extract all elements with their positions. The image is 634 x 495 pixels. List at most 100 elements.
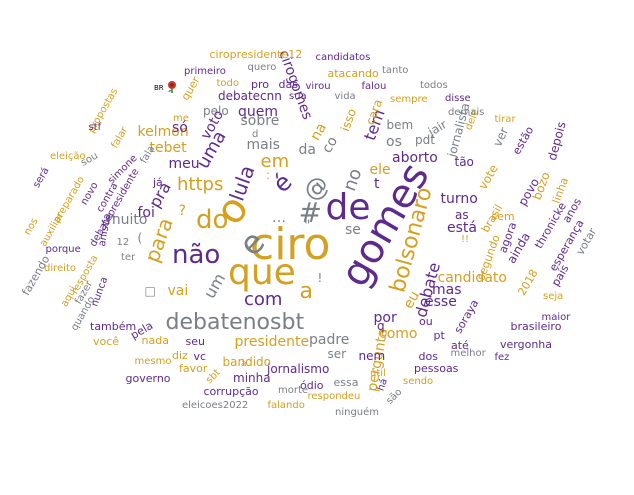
- cloud-word-presidente: presidente: [234, 334, 310, 350]
- cloud-word-sera: será: [31, 165, 52, 190]
- cloud-word-atacando: atacando: [327, 66, 379, 80]
- cloud-word-morte: morte: [278, 385, 309, 396]
- cloud-word-nunca: nunca: [88, 275, 110, 309]
- cloud-word-nao: não: [172, 240, 221, 270]
- cloud-word-se: se: [345, 222, 361, 238]
- cloud-word-voce: você: [93, 334, 120, 348]
- cloud-word-que: que: [228, 252, 296, 293]
- flag-label: BR: [154, 84, 164, 92]
- cloud-word-maior: maior: [541, 312, 571, 323]
- cloud-word-da: da: [298, 142, 316, 158]
- cloud-word-tebet: tebet: [149, 140, 187, 156]
- cloud-word-mesmo: mesmo: [134, 356, 172, 367]
- cloud-word-ser: ser: [327, 347, 347, 361]
- cloud-word-ate: até: [451, 338, 469, 352]
- cloud-word-vida: vida: [334, 91, 356, 102]
- cloud-word-eleicoes2022: eleicoes2022: [182, 400, 249, 411]
- cloud-word-bem: bem: [386, 118, 414, 132]
- cloud-word-pelo: pelo: [203, 104, 229, 118]
- cloud-word-ele: ele: [369, 162, 391, 178]
- cloud-word-symbol-177: !: [317, 271, 323, 285]
- cloud-word-quero: quero: [247, 62, 277, 73]
- cloud-word-disse: disse: [445, 93, 471, 104]
- cloud-word-a: à: [241, 358, 247, 369]
- cloud-word-padre: padre: [309, 332, 350, 348]
- cloud-word-primeiro: primeiro: [184, 66, 226, 77]
- cloud-word-12: 12: [116, 237, 130, 248]
- cloud-word-symbol-6: #: [298, 196, 322, 229]
- cloud-word-um: um: [199, 269, 230, 302]
- cloud-word-minha: minha: [233, 371, 271, 385]
- cloud-word-sobre: sobre: [240, 113, 280, 129]
- cloud-word-com: com: [244, 289, 283, 310]
- cloud-word-por: por: [373, 310, 397, 326]
- cloud-word-sao: são: [383, 386, 404, 407]
- cloud-word-foi: foi: [137, 205, 155, 221]
- cloud-word-esse: esse: [425, 294, 457, 310]
- cloud-word-muito: muito: [107, 212, 148, 228]
- cloud-word-turno: turno: [440, 191, 478, 207]
- cloud-word-so: só: [172, 120, 188, 136]
- cloud-word-virou: virou: [305, 81, 331, 92]
- cloud-word-tao: tão: [454, 155, 474, 169]
- cloud-word-corrupcao: corrupção: [203, 384, 259, 398]
- cloud-word-jornalismo: jornalismo: [267, 362, 330, 376]
- cloud-word-eleicao: eleição: [50, 151, 86, 162]
- cloud-word-os: os: [386, 134, 402, 150]
- cloud-word-sua: sua: [289, 91, 307, 102]
- cloud-word-d: d: [252, 129, 259, 140]
- cloud-word-demais: demais: [448, 107, 485, 118]
- cloud-word-ja: já: [153, 175, 163, 189]
- cloud-word-mais: mais: [246, 137, 280, 153]
- cloud-word-symbol-178: ": [304, 218, 311, 234]
- cloud-word-falar: falar: [108, 125, 130, 151]
- cloud-word-e: é: [266, 167, 298, 199]
- cloud-word-pdt: pdt: [415, 133, 435, 147]
- cloud-word-quem: quem: [238, 104, 279, 120]
- cloud-word-fazendo: fazendo: [19, 252, 53, 298]
- cloud-word-favor: favor: [179, 361, 208, 375]
- cloud-word-as: as: [455, 208, 469, 222]
- cloud-word-dos: dos: [418, 349, 438, 363]
- cloud-word-do: do: [196, 205, 229, 235]
- cloud-word-sendo: sendo: [403, 376, 434, 387]
- cloud-word-util: útil: [370, 368, 386, 379]
- cloud-word-seja: seja: [543, 291, 564, 302]
- cloud-word-bandido: bandido: [222, 355, 272, 369]
- cloud-word-symbol-176: (: [137, 231, 143, 245]
- cloud-word-fez: fez: [494, 352, 510, 363]
- cloud-word-candidato: candidato: [437, 270, 507, 286]
- cloud-word-ninguem: ninguém: [335, 407, 380, 418]
- cloud-word-governo: governo: [125, 371, 171, 385]
- cloud-word-porque: porque: [45, 244, 81, 255]
- cloud-word-lula: lula: [224, 161, 260, 205]
- cloud-word-depois: depois: [544, 120, 569, 162]
- cloud-word-mas: mas: [432, 282, 462, 298]
- cloud-word-ter: ter: [121, 252, 136, 263]
- cloud-word-vergonha: vergonha: [500, 337, 553, 351]
- cloud-word-a: a: [299, 279, 313, 304]
- cloud-word-estao: estão: [509, 123, 537, 157]
- cloud-word-sempre: sempre: [390, 94, 428, 105]
- cloud-word-bozo: bozo: [529, 170, 553, 202]
- cloud-word-sem: sem: [491, 209, 515, 223]
- cloud-word-vc: vc: [193, 349, 207, 363]
- cloud-word-pro: pro: [251, 77, 269, 91]
- cloud-word-fala: fala: [137, 143, 157, 166]
- cloud-word-seu: seu: [185, 334, 205, 348]
- cloud-word-symbol-174: …: [272, 210, 286, 226]
- cloud-word-tambem: também: [90, 319, 137, 333]
- cloud-word-symbol-181: □: [144, 284, 156, 298]
- cloud-word-odio: ódio: [300, 378, 324, 392]
- cloud-word-debatenosbt: debatenosbt: [165, 310, 305, 335]
- cloud-word-q: q: [377, 319, 385, 333]
- cloud-word-pt: pt: [433, 328, 445, 342]
- cloud-word-falando: falando: [267, 400, 305, 411]
- cloud-word-isso: isso: [337, 106, 359, 134]
- cloud-word-respondeu: respondeu: [307, 391, 361, 402]
- cloud-word-essa: essa: [333, 375, 359, 389]
- cloud-word-das: das: [278, 77, 298, 91]
- cloud-word-aborto: aborto: [392, 150, 438, 166]
- cloud-word-direito: direito: [44, 263, 76, 274]
- cloud-word-https: https: [177, 174, 224, 195]
